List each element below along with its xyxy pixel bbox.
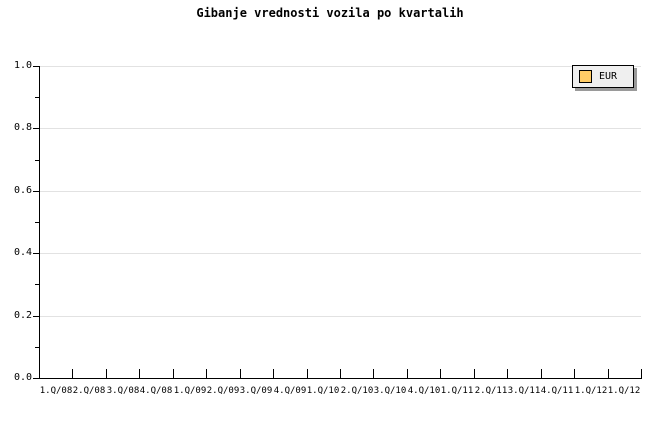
y-axis-label: 0.4 (13, 247, 32, 258)
x-axis-tick (307, 369, 308, 378)
x-axis-tick (373, 369, 374, 378)
x-axis-tick (72, 369, 73, 378)
y-axis-tick (33, 128, 39, 129)
gridline (40, 128, 641, 129)
x-axis-label: 4.Q/08 (139, 386, 173, 396)
y-axis-tick (33, 253, 39, 254)
x-axis-tick (541, 369, 542, 378)
plot-area (39, 66, 642, 379)
x-axis-label: 1.Q/11 (440, 386, 474, 396)
y-axis-minor-tick (35, 97, 39, 98)
x-axis-tick (507, 369, 508, 378)
gridline (40, 253, 641, 254)
gridline (40, 191, 641, 192)
y-axis-label: 1.0 (13, 60, 32, 71)
x-axis-tick (139, 369, 140, 378)
legend-swatch-eur (579, 70, 592, 83)
x-axis-label: 3.Q/10 (373, 386, 407, 396)
x-axis-label: 1.Q/12 (607, 386, 641, 396)
y-axis-label: 0.8 (13, 122, 32, 133)
y-axis-minor-tick (35, 284, 39, 285)
chart-title: Gibanje vrednosti vozila po kvartalih (196, 6, 464, 20)
x-axis-label: 3.Q/09 (239, 386, 273, 396)
y-axis-minor-tick (35, 160, 39, 161)
y-axis-minor-tick (35, 222, 39, 223)
y-axis-tick (33, 316, 39, 317)
x-axis-label: 1.Q/10 (306, 386, 340, 396)
gridline (40, 66, 641, 67)
x-axis-tick (340, 369, 341, 378)
x-axis-tick (574, 369, 575, 378)
x-axis-label: 2.Q/08 (72, 386, 106, 396)
legend-label-eur: EUR (599, 71, 618, 82)
x-axis-tick (206, 369, 207, 378)
x-axis-label: 4.Q/09 (273, 386, 307, 396)
x-axis-tick (440, 369, 441, 378)
x-axis-label: 4.Q/10 (407, 386, 441, 396)
x-axis-label: 2.Q/10 (340, 386, 374, 396)
x-axis-label: 2.Q/09 (206, 386, 240, 396)
x-axis-tick (608, 369, 609, 378)
x-axis-label: 3.Q/08 (106, 386, 140, 396)
x-axis-label: 2.Q/11 (474, 386, 508, 396)
x-axis-label: 4.Q/11 (540, 386, 574, 396)
x-axis-label: 1.Q/09 (173, 386, 207, 396)
x-axis-tick (407, 369, 408, 378)
y-axis-tick (33, 191, 39, 192)
x-axis-tick (173, 369, 174, 378)
y-axis-label: 0.2 (13, 310, 32, 321)
x-axis-tick (273, 369, 274, 378)
y-axis-tick (33, 378, 39, 379)
legend: EUR (572, 65, 634, 88)
x-axis-tick (240, 369, 241, 378)
x-axis-label: 1.Q/08 (39, 386, 73, 396)
y-axis-tick (33, 66, 39, 67)
x-axis-tick (106, 369, 107, 378)
y-axis-minor-tick (35, 347, 39, 348)
y-axis-label: 0.0 (13, 372, 32, 383)
x-axis-label: 1.Q/12 (574, 386, 608, 396)
y-axis-label: 0.6 (13, 185, 32, 196)
x-axis-tick (641, 369, 642, 378)
gridline (40, 316, 641, 317)
x-axis-label: 3.Q/11 (507, 386, 541, 396)
x-axis-tick (474, 369, 475, 378)
